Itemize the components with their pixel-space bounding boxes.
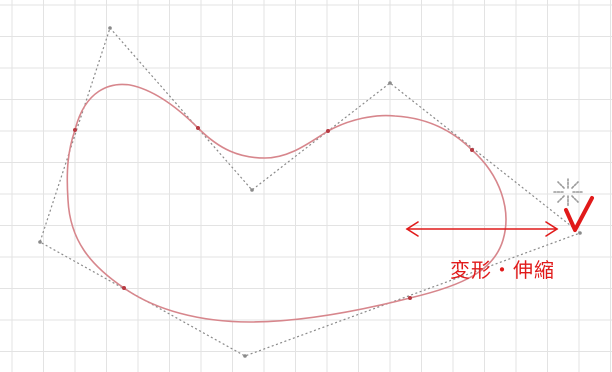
bezier-curve[interactable]: [66, 83, 507, 323]
transform-stretch-label: 変形・伸縮: [450, 258, 555, 282]
control-point[interactable]: [243, 354, 247, 358]
control-point[interactable]: [250, 188, 254, 192]
curve-node[interactable]: [196, 126, 200, 130]
move-cursor-icon: [553, 178, 583, 207]
double-arrow-icon: [405, 221, 559, 237]
control-point[interactable]: [38, 240, 42, 244]
control-polygon[interactable]: [39, 26, 582, 357]
curve-node[interactable]: [122, 286, 126, 290]
curve-node[interactable]: [470, 148, 474, 152]
curve-nodes[interactable]: [73, 126, 474, 300]
control-point[interactable]: [388, 81, 392, 85]
curve-node[interactable]: [408, 296, 412, 300]
control-handles[interactable]: [38, 26, 582, 358]
control-point[interactable]: [108, 26, 112, 30]
curve-node[interactable]: [73, 128, 77, 132]
checkmark-icon: [564, 196, 594, 232]
curve-node[interactable]: [326, 129, 330, 133]
control-point[interactable]: [578, 231, 582, 235]
